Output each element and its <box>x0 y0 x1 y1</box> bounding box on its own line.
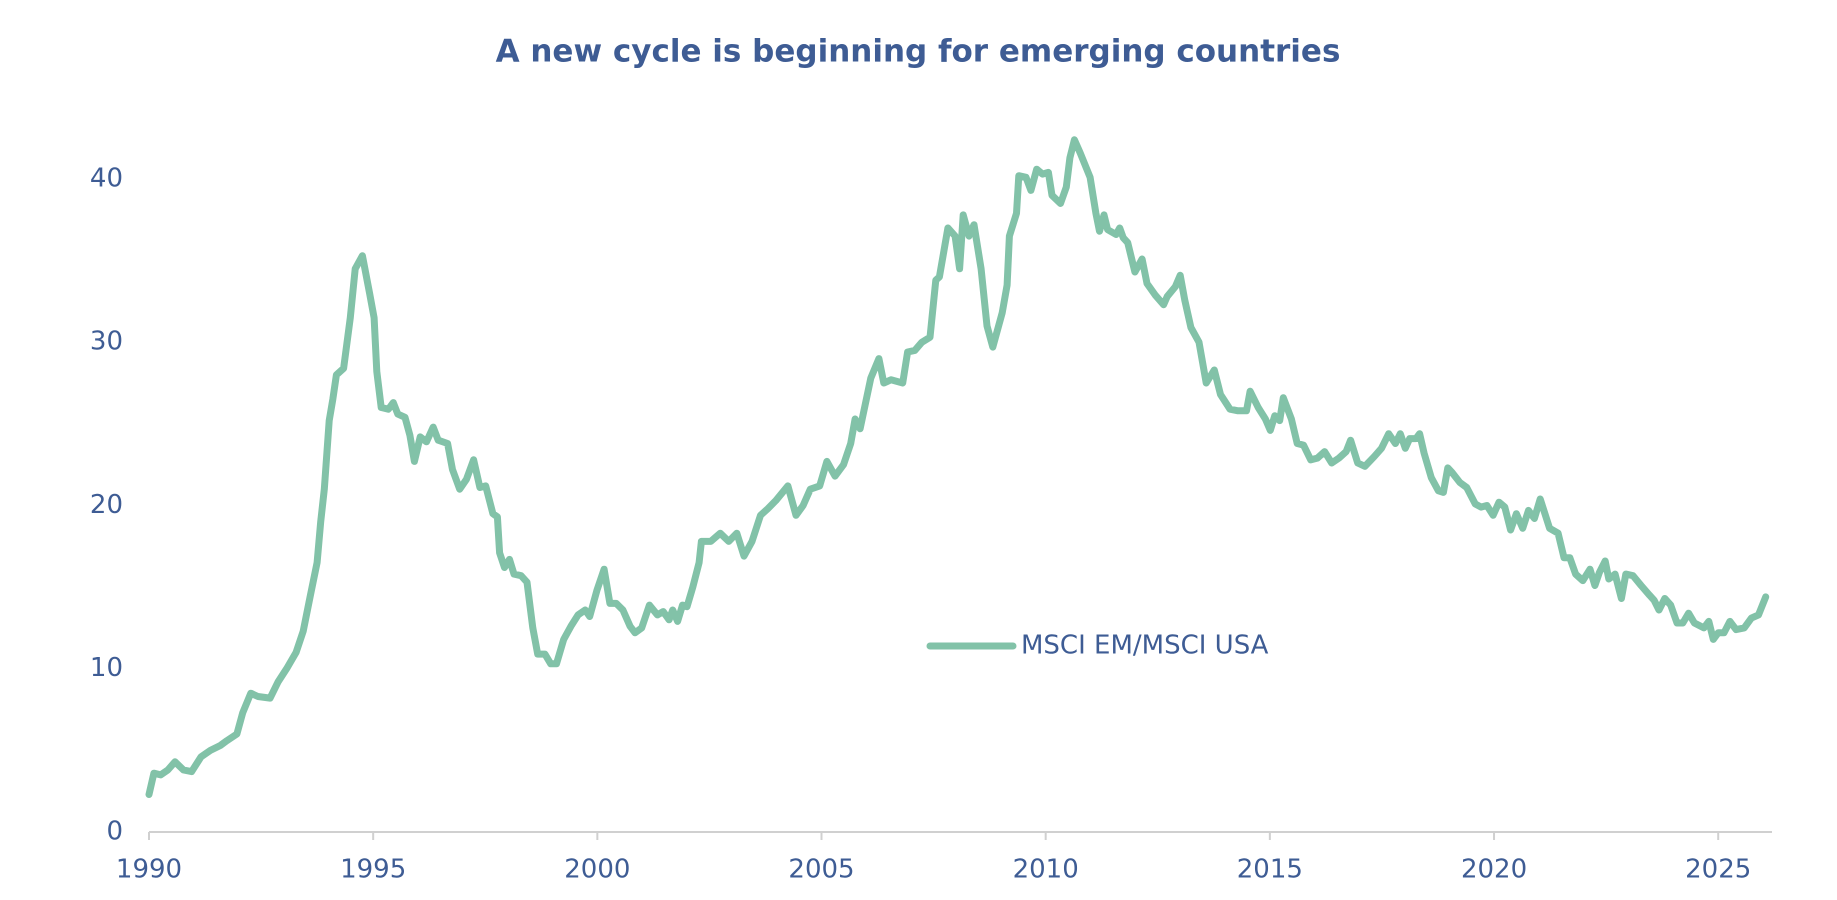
y-tick-label: 40 <box>90 163 123 193</box>
x-tick-label: 2005 <box>788 855 854 885</box>
x-tick-label: 2020 <box>1461 855 1527 885</box>
x-tick-label: 2010 <box>1013 855 1079 885</box>
legend-label: MSCI EM/MSCI USA <box>1021 631 1269 661</box>
x-tick-label: 1990 <box>116 855 182 885</box>
y-tick-label: 0 <box>106 817 123 847</box>
y-tick-label: 30 <box>90 327 123 357</box>
x-tick-label: 1995 <box>340 855 406 885</box>
data-line <box>145 136 1770 798</box>
chart-title: A new cycle is beginning for emerging co… <box>496 34 1341 70</box>
x-tick-label: 2000 <box>564 855 630 885</box>
y-tick-label: 10 <box>90 653 123 683</box>
y-tick-label: 20 <box>90 490 123 520</box>
x-tick-label: 2025 <box>1685 855 1751 885</box>
x-tick-label: 2015 <box>1237 855 1303 885</box>
